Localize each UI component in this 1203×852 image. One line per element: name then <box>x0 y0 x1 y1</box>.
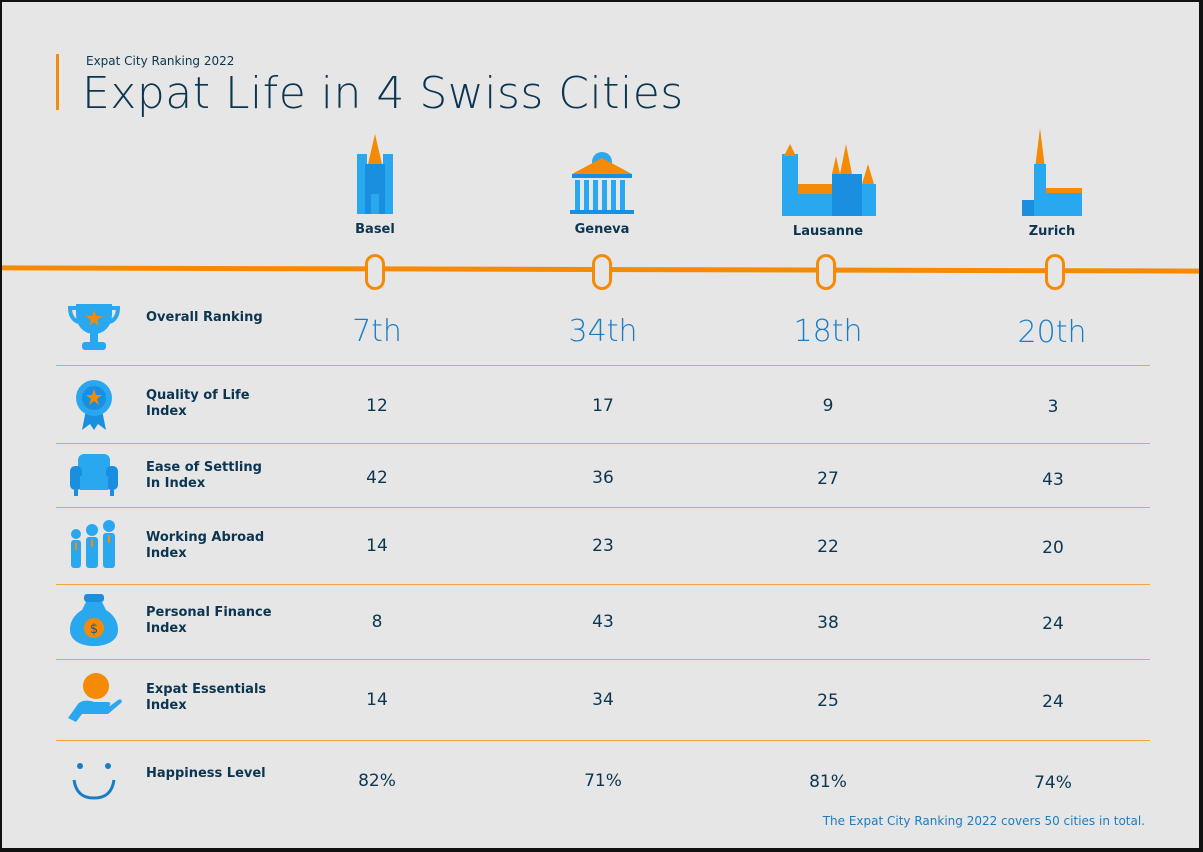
value-basel: 7th <box>352 314 402 349</box>
timeline-node <box>1045 254 1065 290</box>
value-zurich: 20th <box>1017 315 1087 350</box>
city-basel: Basel <box>295 134 455 237</box>
value-basel: 8 <box>371 612 383 632</box>
title-accent-bar <box>56 54 59 110</box>
row-label: Personal Finance Index <box>146 605 272 636</box>
city-name: Lausanne <box>792 224 864 239</box>
city-name: Basel <box>355 222 395 237</box>
value-lausanne: 22 <box>817 537 839 557</box>
value-zurich: 24 <box>1042 614 1064 634</box>
row-label: Expat Essentials Index <box>146 682 267 713</box>
value-basel: 82% <box>358 771 396 791</box>
timeline-node <box>816 254 836 290</box>
value-zurich: 43 <box>1042 470 1064 490</box>
lausanne-cathedral-icon <box>782 144 876 216</box>
value-basel: 12 <box>366 396 388 416</box>
value-basel: 14 <box>366 536 388 556</box>
money-bag-icon: $ <box>70 594 118 646</box>
subtitle: Expat City Ranking 2022 <box>86 54 235 68</box>
row-label: Quality of Life Index <box>146 388 250 419</box>
row-divider <box>56 659 1150 660</box>
row-divider <box>56 740 1150 741</box>
value-zurich: 3 <box>1047 397 1059 417</box>
value-zurich: 24 <box>1042 692 1064 712</box>
value-geneva: 23 <box>592 536 614 556</box>
timeline-node <box>365 254 385 290</box>
zurich-church-icon <box>1022 128 1082 216</box>
footer-note: The Expat City Ranking 2022 covers 50 ci… <box>822 814 1145 828</box>
timeline-node <box>592 254 612 290</box>
page-title: Expat Life in 4 Swiss Cities <box>82 68 684 119</box>
row-label: Working Abroad Index <box>146 530 265 561</box>
value-geneva: 34 <box>592 690 614 710</box>
value-lausanne: 18th <box>793 314 863 349</box>
value-geneva: 36 <box>592 468 614 488</box>
row-label: Ease of Settling In Index <box>146 460 262 491</box>
value-lausanne: 38 <box>817 613 839 633</box>
people-icon <box>71 520 115 568</box>
row-divider <box>56 443 1150 444</box>
value-lausanne: 27 <box>817 469 839 489</box>
armchair-icon <box>70 454 118 496</box>
city-name: Zurich <box>1028 224 1076 239</box>
row-divider <box>56 584 1150 585</box>
value-lausanne: 25 <box>817 691 839 711</box>
city-geneva: Geneva <box>522 150 682 237</box>
smile-icon <box>72 763 116 800</box>
trophy-icon <box>67 304 121 350</box>
value-geneva: 34th <box>568 314 638 349</box>
value-geneva: 43 <box>592 612 614 632</box>
value-zurich: 20 <box>1042 538 1064 558</box>
basel-cathedral-icon <box>357 134 393 214</box>
value-geneva: 17 <box>592 396 614 416</box>
row-label: Happiness Level <box>146 766 266 781</box>
value-lausanne: 81% <box>809 772 847 792</box>
row-divider <box>56 365 1150 366</box>
city-zurich: Zurich <box>972 128 1132 239</box>
value-basel: 14 <box>366 690 388 710</box>
award-rosette-icon <box>76 380 112 430</box>
value-basel: 42 <box>366 468 388 488</box>
value-geneva: 71% <box>584 771 622 791</box>
value-lausanne: 9 <box>822 396 834 416</box>
geneva-temple-icon <box>570 152 634 214</box>
row-divider <box>56 507 1150 508</box>
city-lausanne: Lausanne <box>748 144 908 239</box>
svg-text:$: $ <box>90 622 98 637</box>
city-name: Geneva <box>574 222 630 237</box>
row-label: Overall Ranking <box>146 310 263 325</box>
value-zurich: 74% <box>1034 773 1072 793</box>
hand-coin-icon <box>68 673 122 722</box>
